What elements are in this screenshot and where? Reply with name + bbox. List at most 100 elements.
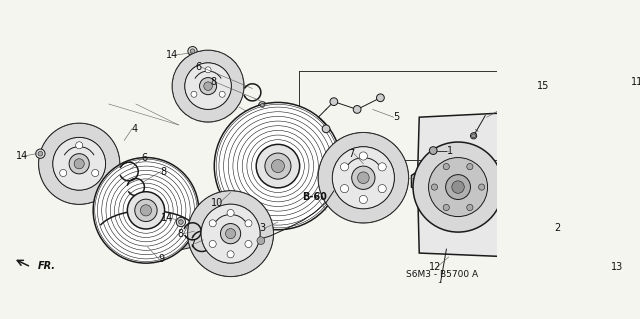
Circle shape	[227, 210, 234, 217]
Circle shape	[140, 205, 152, 216]
Text: 9: 9	[159, 254, 164, 264]
Circle shape	[225, 229, 236, 239]
Polygon shape	[101, 228, 210, 257]
Circle shape	[553, 121, 565, 133]
Circle shape	[452, 181, 464, 193]
Circle shape	[227, 251, 234, 258]
Circle shape	[245, 241, 252, 248]
Circle shape	[127, 192, 164, 229]
Circle shape	[172, 50, 244, 122]
Circle shape	[438, 287, 442, 291]
Text: B-60: B-60	[302, 192, 327, 202]
Text: 5: 5	[393, 112, 399, 122]
Circle shape	[256, 145, 300, 188]
Wedge shape	[188, 191, 273, 276]
Circle shape	[359, 196, 367, 204]
Text: 4: 4	[131, 124, 138, 134]
Text: 14: 14	[166, 50, 179, 60]
Circle shape	[265, 153, 291, 179]
Text: 13: 13	[611, 262, 623, 272]
Circle shape	[190, 49, 195, 54]
Circle shape	[39, 123, 120, 204]
Circle shape	[221, 224, 241, 244]
Text: 10: 10	[211, 197, 223, 208]
Circle shape	[431, 184, 438, 190]
Circle shape	[135, 199, 157, 221]
Circle shape	[205, 67, 211, 73]
Text: 7: 7	[349, 149, 355, 159]
Text: 6: 6	[195, 62, 201, 72]
Circle shape	[340, 163, 349, 171]
Circle shape	[359, 152, 367, 160]
Circle shape	[413, 142, 503, 232]
Text: 8: 8	[211, 77, 216, 87]
Circle shape	[188, 47, 197, 56]
Circle shape	[185, 63, 231, 109]
Circle shape	[76, 142, 83, 149]
Text: 7: 7	[189, 239, 196, 249]
Circle shape	[443, 204, 449, 211]
Text: FR.: FR.	[38, 261, 56, 271]
Circle shape	[318, 133, 408, 223]
Circle shape	[470, 133, 477, 139]
Circle shape	[507, 220, 518, 231]
Circle shape	[332, 147, 394, 209]
Text: 2: 2	[554, 223, 561, 233]
Circle shape	[188, 191, 273, 276]
Text: S6M3 - B5700 A: S6M3 - B5700 A	[406, 270, 479, 279]
Circle shape	[201, 204, 260, 263]
Circle shape	[358, 172, 369, 183]
Circle shape	[74, 159, 84, 169]
Circle shape	[445, 174, 470, 199]
Text: 14: 14	[15, 151, 28, 161]
Text: 8: 8	[160, 167, 166, 176]
Circle shape	[69, 154, 90, 174]
Circle shape	[92, 169, 99, 176]
Text: 14: 14	[161, 213, 173, 223]
Circle shape	[36, 149, 45, 158]
Circle shape	[179, 220, 183, 224]
Text: 6: 6	[141, 153, 147, 163]
Circle shape	[467, 204, 473, 211]
Text: 11: 11	[630, 77, 640, 87]
Wedge shape	[318, 133, 408, 223]
Text: 1: 1	[447, 145, 453, 156]
Text: 8: 8	[178, 229, 184, 239]
Circle shape	[378, 163, 387, 171]
Circle shape	[376, 94, 384, 102]
Circle shape	[214, 102, 342, 230]
Circle shape	[353, 106, 361, 113]
Wedge shape	[39, 123, 120, 204]
Circle shape	[245, 220, 252, 227]
Circle shape	[191, 91, 197, 97]
Circle shape	[176, 217, 186, 227]
Circle shape	[443, 164, 449, 170]
Polygon shape	[504, 112, 590, 213]
Text: 3: 3	[259, 223, 266, 233]
Circle shape	[575, 150, 587, 162]
Circle shape	[93, 158, 199, 263]
Circle shape	[209, 220, 216, 227]
Circle shape	[572, 183, 584, 196]
Circle shape	[564, 282, 568, 286]
Circle shape	[429, 147, 437, 154]
Circle shape	[479, 184, 484, 190]
Circle shape	[200, 78, 216, 95]
Circle shape	[378, 184, 387, 193]
Text: 15: 15	[537, 81, 550, 91]
Circle shape	[352, 166, 375, 189]
Circle shape	[340, 184, 349, 193]
Wedge shape	[172, 50, 244, 122]
Circle shape	[257, 237, 265, 244]
Circle shape	[509, 222, 515, 228]
Circle shape	[260, 104, 264, 108]
Circle shape	[209, 241, 216, 248]
Circle shape	[330, 98, 338, 106]
Polygon shape	[412, 113, 591, 257]
Circle shape	[467, 164, 473, 170]
Circle shape	[52, 137, 106, 190]
Circle shape	[38, 151, 43, 156]
Circle shape	[429, 158, 488, 217]
Circle shape	[472, 134, 476, 138]
Circle shape	[322, 125, 330, 133]
